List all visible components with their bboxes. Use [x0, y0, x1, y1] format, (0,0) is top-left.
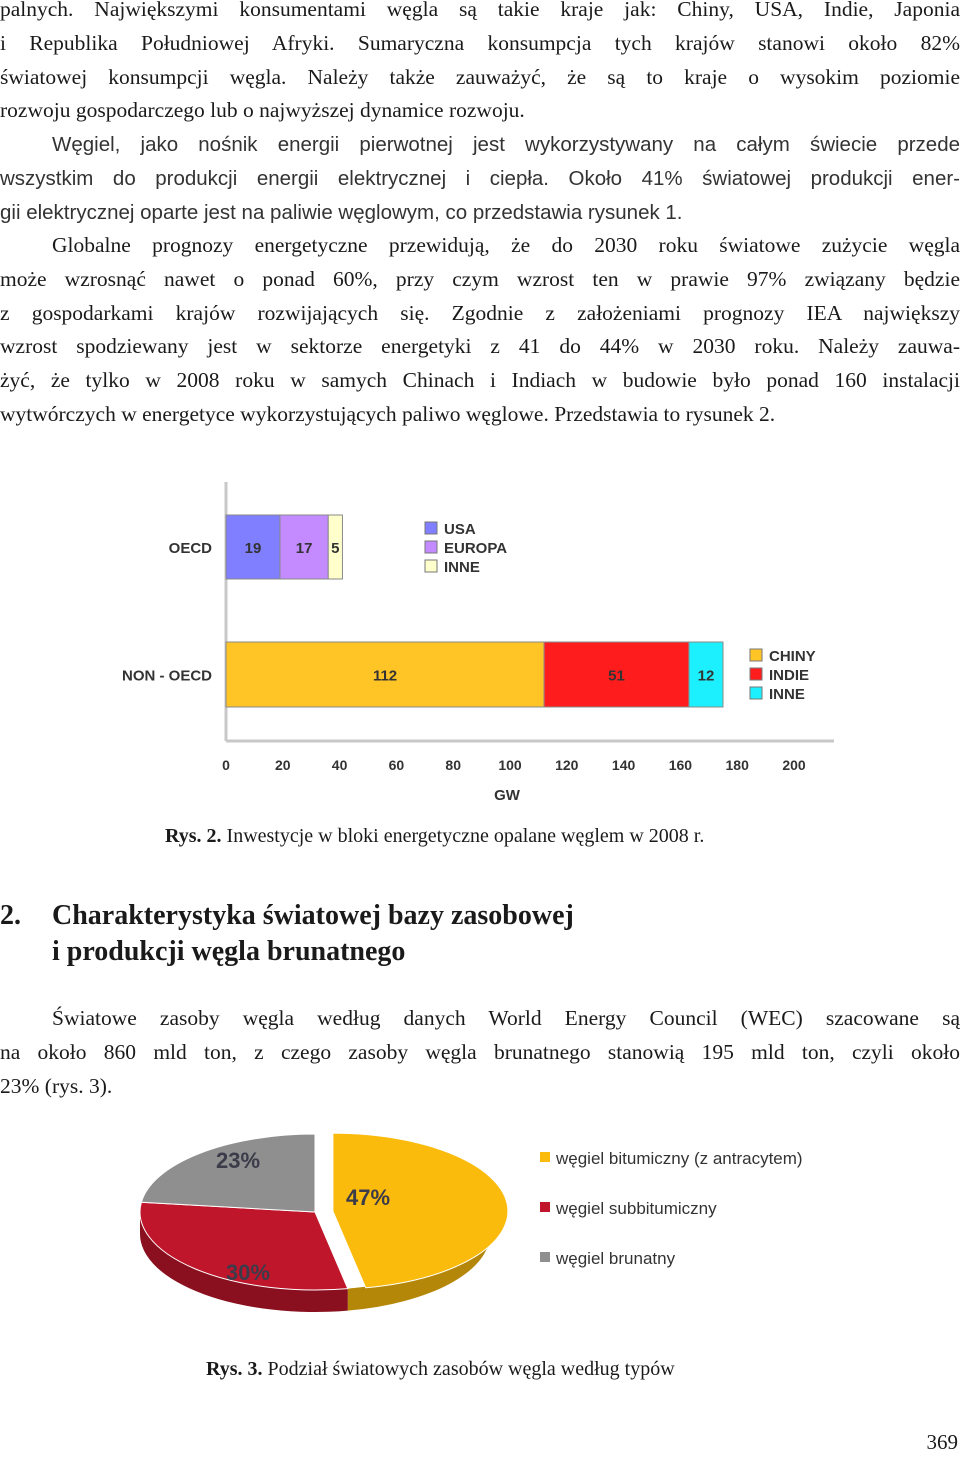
figure-2-caption-text: Inwestycje w bloki energetyczne opalane … [221, 825, 705, 847]
x-axis-title: GW [494, 787, 521, 804]
legend-label: węgiel bitumiczny (z antracytem) [555, 1149, 803, 1168]
bar-segment [225, 641, 545, 708]
pie-slice [139, 1201, 349, 1291]
data-label: 5 [331, 540, 339, 557]
tick-label: 160 [669, 757, 693, 773]
text-line: żyć, że tylko w 2008 roku w samych China… [0, 368, 960, 393]
text-line: na około 860 mld ton, z czego zasoby węg… [0, 1039, 960, 1064]
paragraph-4: Światowe zasoby węgla według danych Worl… [0, 1002, 960, 1103]
tick-label: 120 [555, 757, 579, 773]
text-line: palnych. Największymi konsumentami węgla… [0, 0, 960, 21]
pie-slice-side [140, 1212, 348, 1312]
text-line: Globalne prognozy energetyczne przewiduj… [52, 233, 960, 257]
legend-swatch [424, 540, 438, 554]
legend-label: CHINY [769, 648, 816, 665]
tick-label: 180 [726, 757, 750, 773]
text-line: rozwoju gospodarczego lub o najwyższej d… [0, 98, 525, 123]
tick-label: 0 [222, 757, 230, 773]
text-line: Węgiel, jako nośnik energii pierwotnej j… [52, 133, 960, 156]
bar-segment [225, 514, 281, 580]
pie-slice [332, 1132, 509, 1289]
figure-2-caption-label: Rys. 2. [165, 825, 222, 847]
section-title-line-2: i produkcji węgla brunatnego [52, 936, 406, 967]
paragraph-2: Węgiel, jako nośnik energii pierwotnej j… [0, 128, 960, 229]
data-label: 17 [296, 540, 313, 557]
tick-label: 80 [445, 757, 461, 773]
bar-segment [279, 514, 329, 580]
page-number: 369 [926, 1430, 959, 1454]
legend-swatch [540, 1152, 550, 1162]
pie-slice [140, 1133, 316, 1213]
legend-label: węgiel subbitumiczny [555, 1199, 717, 1218]
text-line: gii elektrycznej oparte jest na paliwie … [0, 200, 683, 224]
data-label: 19 [245, 540, 262, 557]
text-line: 23% (rys. 3). [0, 1073, 113, 1098]
paragraph-1: palnych. Największymi konsumentami węgla… [0, 0, 960, 128]
legend-label: INNE [769, 686, 805, 703]
text-line: wytwórczych w energetyce wykorzystującyc… [0, 401, 776, 426]
text-line: z gospodarkami krajów rozwijających się.… [0, 300, 960, 325]
legend-swatch [540, 1252, 550, 1262]
legend-label: węgiel brunatny [555, 1249, 676, 1268]
bar-segment [327, 514, 343, 580]
section-number: 2. [0, 900, 21, 931]
section-title-line-1: Charakterystyka światowej bazy zasobowej [52, 900, 574, 931]
legend-swatch [540, 1202, 550, 1212]
text-line: światowej konsumpcji węgla. Należy także… [0, 64, 960, 89]
data-label: 12 [698, 668, 715, 685]
figure-2-caption: Rys. 2. Inwestycje w bloki energetyczne … [165, 825, 704, 848]
category-label: NON - OECD [122, 668, 212, 685]
legend-swatch [749, 686, 763, 700]
tick-label: 40 [332, 757, 348, 773]
tick-label: 140 [612, 757, 636, 773]
legend-swatch [749, 667, 763, 681]
legend-label: INNE [444, 559, 480, 576]
legend-swatch [424, 521, 438, 535]
bar-segment [688, 641, 724, 708]
text-line: i Republika Południowej Afryki. Sumarycz… [0, 30, 960, 55]
data-label: 51 [608, 668, 625, 685]
tick-label: 60 [389, 757, 405, 773]
figure-3-caption-text: Podział światowych zasobów węgla według … [262, 1358, 675, 1380]
tick-label: 20 [275, 757, 291, 773]
legend-label: USA [444, 521, 476, 538]
figure-3-caption-label: Rys. 3. [206, 1358, 263, 1380]
category-label: OECD [169, 540, 213, 557]
legend-label: EUROPA [444, 540, 507, 557]
text-line: wzrost spodziewany jest w sektorze energ… [0, 334, 960, 359]
text-line: Światowe zasoby węgla według danych Worl… [52, 1006, 960, 1030]
tick-label: 200 [782, 757, 806, 773]
slice-percent-label: 30% [226, 1260, 270, 1285]
legend-label: INDIE [769, 667, 809, 684]
legend-swatch [424, 559, 438, 573]
data-label: 112 [373, 668, 397, 685]
bar-segment [543, 641, 690, 708]
text-line: może wzrosnąć nawet o ponad 60%, przy cz… [0, 266, 960, 291]
slice-percent-label: 23% [216, 1148, 260, 1173]
coal-resources-pie-chart: 47% 30% 23% węgiel bitumiczny (z antracytem… [139, 1132, 803, 1312]
slice-percent-label: 47% [346, 1185, 390, 1210]
text-line: wszystkim do produkcji energii elektrycz… [0, 166, 960, 190]
investment-bar-chart: OECD 19 17 5 NON - OECD 112 51 12 USA EUROPA INNE C… [122, 482, 834, 804]
figure-3-caption: Rys. 3. Podział światowych zasobów węgla… [206, 1358, 675, 1381]
legend-swatch [749, 648, 763, 662]
tick-label: 100 [498, 757, 522, 773]
paragraph-3: Globalne prognozy energetyczne przewiduj… [0, 229, 960, 432]
